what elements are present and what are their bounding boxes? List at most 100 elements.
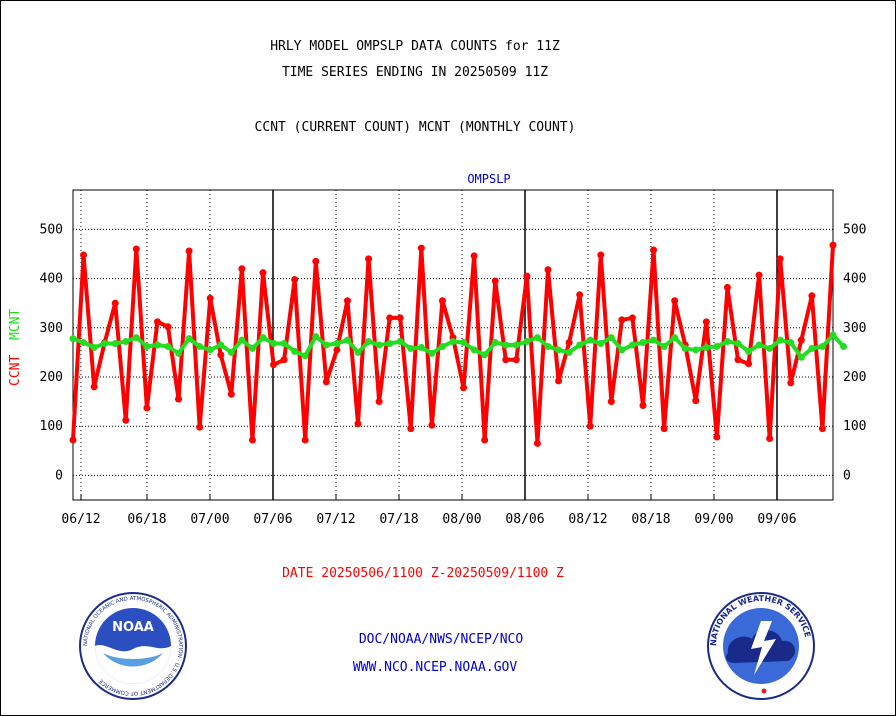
data-point-mcnt xyxy=(185,335,193,343)
data-point-mcnt xyxy=(734,340,742,348)
noaa-logo-icon: NOAA NATIONAL OCEANIC AND ATMOSPHERIC AD… xyxy=(79,592,187,700)
data-point-mcnt xyxy=(396,338,404,346)
data-point-mcnt xyxy=(618,346,626,354)
data-point-ccnt xyxy=(702,318,710,326)
data-point-mcnt xyxy=(481,351,489,359)
data-point-mcnt xyxy=(428,349,436,357)
data-point-mcnt xyxy=(660,342,668,350)
x-tick-label: 07/00 xyxy=(190,512,229,527)
data-point-ccnt xyxy=(818,425,826,433)
data-point-ccnt xyxy=(227,390,235,398)
data-point-ccnt xyxy=(512,356,520,364)
data-point-mcnt xyxy=(153,341,161,349)
data-point-ccnt xyxy=(196,423,204,431)
data-point-ccnt xyxy=(618,316,626,324)
data-point-mcnt xyxy=(533,334,541,342)
x-tick-label: 08/00 xyxy=(442,512,481,527)
data-point-ccnt xyxy=(69,436,77,444)
x-tick-label: 08/18 xyxy=(631,512,670,527)
data-point-mcnt xyxy=(301,352,309,360)
data-point-ccnt xyxy=(533,439,541,447)
data-point-mcnt xyxy=(460,339,468,347)
y-tick-label-left: 500 xyxy=(40,222,63,237)
data-point-mcnt xyxy=(597,340,605,348)
data-point-mcnt xyxy=(280,340,288,348)
data-point-ccnt xyxy=(491,277,499,285)
data-point-ccnt xyxy=(713,433,721,441)
y-tick-label-right: 500 xyxy=(843,222,866,237)
data-point-mcnt xyxy=(354,348,362,356)
data-point-ccnt xyxy=(153,318,161,326)
data-point-mcnt xyxy=(512,341,520,349)
data-point-ccnt xyxy=(671,297,679,305)
y-axis-label-mcnt: MCNT xyxy=(8,309,23,340)
data-point-mcnt xyxy=(206,346,214,354)
data-point-ccnt xyxy=(301,436,309,444)
data-point-mcnt xyxy=(787,339,795,347)
data-point-mcnt xyxy=(470,346,478,354)
nws-logo-icon: NATIONAL WEATHER SERVICE xyxy=(707,592,815,700)
data-point-mcnt xyxy=(628,341,636,349)
data-point-ccnt xyxy=(122,416,130,424)
data-point-mcnt xyxy=(639,339,647,347)
data-point-mcnt xyxy=(702,343,710,351)
data-point-mcnt xyxy=(175,349,183,357)
data-point-mcnt xyxy=(723,338,731,346)
x-tick-label: 07/18 xyxy=(379,512,418,527)
data-point-mcnt xyxy=(692,346,700,354)
data-point-ccnt xyxy=(787,379,795,387)
data-point-ccnt xyxy=(333,346,341,354)
data-point-mcnt xyxy=(840,342,848,350)
data-point-ccnt xyxy=(322,378,330,386)
data-point-ccnt xyxy=(745,360,753,368)
data-point-mcnt xyxy=(829,331,837,339)
data-point-ccnt xyxy=(291,276,299,284)
data-point-ccnt xyxy=(248,436,256,444)
date-range-label: DATE 20250506/1100 Z-20250509/1100 Z xyxy=(282,566,564,581)
data-point-mcnt xyxy=(164,342,172,350)
data-point-mcnt xyxy=(291,347,299,355)
data-point-mcnt xyxy=(217,341,225,349)
data-point-ccnt xyxy=(723,283,731,291)
data-point-mcnt xyxy=(365,338,373,346)
data-point-ccnt xyxy=(755,271,763,279)
data-point-ccnt xyxy=(438,297,446,305)
data-point-mcnt xyxy=(438,342,446,350)
y-tick-label-right: 300 xyxy=(843,321,866,336)
data-point-ccnt xyxy=(502,356,510,364)
data-point-mcnt xyxy=(312,333,320,341)
data-point-ccnt xyxy=(829,241,837,249)
data-point-ccnt xyxy=(111,299,119,307)
data-point-ccnt xyxy=(555,377,563,385)
data-point-ccnt xyxy=(607,398,615,406)
x-tick-label: 06/12 xyxy=(61,512,100,527)
data-point-ccnt xyxy=(650,246,658,254)
y-tick-label-right: 0 xyxy=(843,468,851,483)
data-point-mcnt xyxy=(491,339,499,347)
data-point-mcnt xyxy=(196,342,204,350)
data-point-mcnt xyxy=(122,338,130,346)
x-tick-label: 09/06 xyxy=(757,512,796,527)
data-point-mcnt xyxy=(80,339,88,347)
data-point-mcnt xyxy=(776,336,784,344)
y-tick-label-left: 0 xyxy=(55,468,63,483)
org-url-link[interactable]: WWW.NCO.NCEP.NOAA.GOV xyxy=(352,660,518,675)
data-point-ccnt xyxy=(523,272,531,280)
y-tick-label-left: 300 xyxy=(40,321,63,336)
org-label: DOC/NOAA/NWS/NCEP/NCO xyxy=(358,632,524,647)
noaa-logo-text: NOAA xyxy=(112,620,154,635)
chart-title: OMPSLP xyxy=(467,172,510,186)
data-point-mcnt xyxy=(555,346,563,354)
y-tick-label-right: 200 xyxy=(843,370,866,385)
data-point-mcnt xyxy=(449,338,457,346)
y-tick-label-right: 100 xyxy=(843,419,866,434)
y-axis-label-ccnt: CCNT xyxy=(8,355,23,386)
data-point-mcnt xyxy=(270,340,278,348)
data-point-ccnt xyxy=(238,265,246,273)
data-point-ccnt xyxy=(312,257,320,265)
x-tick-label: 09/00 xyxy=(694,512,733,527)
data-point-mcnt xyxy=(132,334,140,342)
data-point-mcnt xyxy=(797,353,805,361)
data-point-mcnt xyxy=(248,344,256,352)
